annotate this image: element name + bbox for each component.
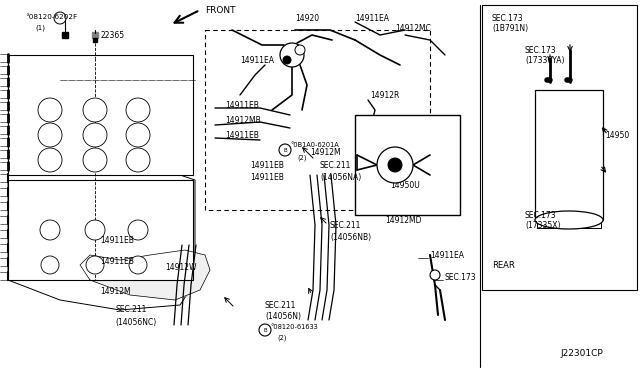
Text: 14912MC: 14912MC (395, 23, 431, 32)
Text: (1): (1) (35, 25, 45, 31)
Text: (2): (2) (277, 335, 287, 341)
Ellipse shape (535, 211, 603, 229)
Text: 14911E: 14911E (385, 160, 413, 170)
Bar (8, 55, 193, 175)
Text: 22365: 22365 (100, 31, 124, 39)
Text: SEC.211: SEC.211 (115, 305, 147, 314)
Text: (17335X): (17335X) (525, 221, 561, 230)
Text: SEC.211: SEC.211 (320, 160, 351, 170)
Bar (8, 180, 193, 280)
Text: (14056NA): (14056NA) (320, 173, 361, 182)
Circle shape (40, 220, 60, 240)
Text: 14911EB: 14911EB (250, 160, 284, 170)
Circle shape (86, 256, 104, 274)
Text: °08120-6202F: °08120-6202F (25, 14, 77, 20)
Text: 14912W: 14912W (165, 263, 196, 273)
Circle shape (41, 256, 59, 274)
Bar (535, 90, 603, 220)
Circle shape (280, 43, 304, 67)
Text: 14911EB: 14911EB (225, 100, 259, 109)
Bar (355, 115, 460, 215)
Circle shape (377, 147, 413, 183)
Text: (14056N): (14056N) (265, 312, 301, 321)
Text: 14911EB: 14911EB (100, 235, 134, 244)
Circle shape (83, 123, 107, 147)
Text: 14920: 14920 (295, 13, 319, 22)
Text: 14912MD: 14912MD (385, 215, 422, 224)
Text: °08120-61633: °08120-61633 (270, 324, 317, 330)
Text: SEC.173: SEC.173 (525, 45, 557, 55)
Text: 14911EA: 14911EA (355, 13, 389, 22)
Text: °0B1A0-6201A: °0B1A0-6201A (290, 142, 339, 148)
Text: 14911EA: 14911EA (240, 55, 274, 64)
Text: SEC.173: SEC.173 (445, 273, 477, 282)
Circle shape (279, 144, 291, 156)
Text: 14912MB: 14912MB (225, 115, 260, 125)
Circle shape (54, 12, 66, 24)
Text: SEC.211: SEC.211 (265, 301, 296, 310)
Text: 14950: 14950 (605, 131, 629, 140)
Polygon shape (8, 175, 195, 310)
Circle shape (430, 270, 440, 280)
Text: SEC.173: SEC.173 (525, 211, 557, 219)
Circle shape (126, 148, 150, 172)
Circle shape (38, 123, 62, 147)
Text: SEC.211: SEC.211 (330, 221, 362, 230)
Text: B: B (283, 148, 287, 153)
Circle shape (126, 98, 150, 122)
Text: (2): (2) (297, 155, 307, 161)
Circle shape (388, 158, 402, 172)
Text: (1B791N): (1B791N) (492, 23, 528, 32)
Text: 14911EB: 14911EB (100, 257, 134, 266)
Text: 14912M: 14912M (310, 148, 340, 157)
Bar (537, 220, 601, 228)
Circle shape (83, 98, 107, 122)
Text: J22301CP: J22301CP (560, 350, 603, 359)
Text: B: B (263, 327, 267, 333)
Circle shape (283, 56, 291, 64)
Text: 14912M: 14912M (100, 288, 131, 296)
Circle shape (83, 148, 107, 172)
Circle shape (128, 220, 148, 240)
Text: 14911EB: 14911EB (225, 131, 259, 140)
Text: (17336YA): (17336YA) (525, 55, 564, 64)
Circle shape (126, 123, 150, 147)
Circle shape (129, 256, 147, 274)
Circle shape (259, 324, 271, 336)
Bar (482, 5, 637, 290)
Circle shape (295, 45, 305, 55)
Ellipse shape (535, 81, 603, 99)
Text: 14950U: 14950U (390, 180, 420, 189)
Text: REAR: REAR (492, 260, 515, 269)
Text: (14056NB): (14056NB) (330, 232, 371, 241)
Text: 14912R: 14912R (370, 90, 399, 99)
Polygon shape (80, 250, 210, 300)
Circle shape (38, 98, 62, 122)
Circle shape (85, 220, 105, 240)
Circle shape (38, 148, 62, 172)
Text: 14911EB: 14911EB (250, 173, 284, 182)
Text: SEC.173: SEC.173 (492, 13, 524, 22)
Text: (14056NC): (14056NC) (115, 317, 156, 327)
Text: 14911EA: 14911EA (430, 250, 464, 260)
Text: FRONT: FRONT (205, 6, 236, 15)
Ellipse shape (540, 105, 598, 125)
